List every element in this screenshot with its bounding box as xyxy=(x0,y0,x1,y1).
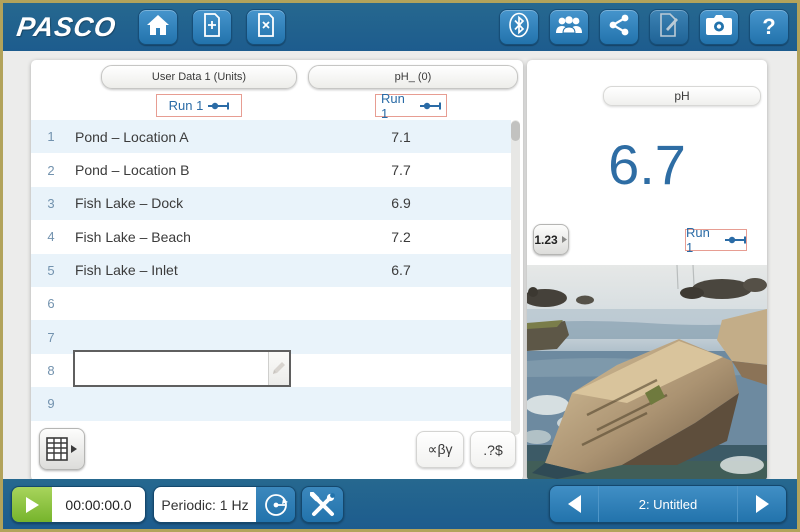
cell-edit-pencil-button[interactable] xyxy=(268,351,289,385)
run-selector-col1[interactable]: Run 1 xyxy=(156,94,242,117)
share-button[interactable] xyxy=(599,9,639,45)
pencil-icon xyxy=(273,362,285,375)
bluetooth-button[interactable] xyxy=(499,9,539,45)
table-row[interactable]: 7 xyxy=(31,320,511,354)
table-display: User Data 1 (Units) pH_ (0) Run 1 Run 1 … xyxy=(31,60,523,481)
digits-display-panel: pH 6.7 1.23 Run 1 xyxy=(527,60,767,481)
row-label: Pond – Location A xyxy=(75,128,189,145)
tools-wrench-icon xyxy=(309,491,335,516)
table-scrollbar xyxy=(511,120,520,435)
run-selector-digits[interactable]: Run 1 xyxy=(685,225,747,255)
experiment-tools-button[interactable] xyxy=(301,486,344,523)
cell-edit-input[interactable] xyxy=(75,351,268,385)
toolbar-left-group xyxy=(138,9,287,45)
lake-photo xyxy=(527,265,767,481)
previous-page-button[interactable] xyxy=(550,486,598,522)
camera-icon xyxy=(705,14,733,41)
record-group: 00:00:00.0 xyxy=(11,486,146,523)
close-page-icon xyxy=(256,12,276,42)
table-row[interactable]: 5 Fish Lake – Inlet 6.7 xyxy=(31,253,511,287)
run-selector-col2[interactable]: Run 1 xyxy=(375,91,447,121)
toolbar-right-group: ? xyxy=(499,9,789,45)
run-plot-icon xyxy=(725,236,746,244)
journal-button[interactable] xyxy=(649,9,689,45)
greek-keyboard-button[interactable]: ∝βγ xyxy=(416,431,464,468)
sampling-options-button[interactable] xyxy=(256,487,295,522)
row-number: 7 xyxy=(47,329,55,345)
share-icon xyxy=(607,13,631,42)
top-toolbar: PASCO xyxy=(3,3,797,51)
expand-arrow-icon xyxy=(71,445,77,453)
column-header-ph[interactable]: pH_ (0) xyxy=(308,65,518,89)
page-title: 2: Untitled xyxy=(598,486,738,522)
run-plot-icon xyxy=(420,102,441,109)
new-page-icon xyxy=(202,12,222,42)
home-icon xyxy=(146,14,170,41)
row-number: 8 xyxy=(47,362,55,378)
home-button[interactable] xyxy=(138,9,179,45)
sampling-group: Periodic: 1 Hz xyxy=(153,486,296,523)
start-button[interactable] xyxy=(12,487,52,522)
table-tools-button[interactable] xyxy=(39,428,85,470)
run-selector-label: Run 1 xyxy=(381,90,405,121)
row-value: 7.7 xyxy=(391,162,411,179)
table-row[interactable]: 9 xyxy=(31,387,511,421)
table-row[interactable]: 6 xyxy=(31,286,511,321)
row-value: 7.2 xyxy=(391,228,411,245)
timer-display: 00:00:00.0 xyxy=(52,487,145,522)
row-number: 9 xyxy=(47,396,55,412)
row-label: Fish Lake – Dock xyxy=(75,195,184,212)
periodic-cycle-icon xyxy=(264,493,288,516)
run-selector-label: Run 1 xyxy=(168,98,204,113)
row-number: 3 xyxy=(47,195,55,211)
table-row[interactable]: 4 Fish Lake – Beach 7.2 xyxy=(31,220,511,254)
table-row[interactable]: 1 Pond – Location A 7.1 xyxy=(31,120,511,154)
pasco-logo: PASCO xyxy=(14,11,119,42)
expand-arrow-icon xyxy=(561,236,567,243)
cell-edit-box xyxy=(73,349,291,387)
measurement-selector[interactable]: pH xyxy=(603,86,761,106)
row-label: Fish Lake – Inlet xyxy=(75,262,178,279)
page-navigation: 2: Untitled xyxy=(549,485,787,523)
next-page-icon xyxy=(755,495,769,513)
row-value: 6.9 xyxy=(391,195,411,212)
bluetooth-icon xyxy=(506,12,532,43)
decimal-places-label: 1.23 xyxy=(534,232,558,247)
help-icon: ? xyxy=(762,14,776,39)
next-page-button[interactable] xyxy=(738,486,786,522)
table-rows: 1 Pond – Location A 7.1 2 Pond – Locatio… xyxy=(31,120,511,421)
column-header-user-data[interactable]: User Data 1 (Units) xyxy=(101,65,297,89)
help-button[interactable]: ? xyxy=(749,9,789,45)
row-number: 2 xyxy=(47,162,55,178)
snapshot-button[interactable] xyxy=(699,9,739,45)
users-icon xyxy=(555,14,583,41)
table-row[interactable]: 8 xyxy=(31,349,511,388)
row-value: 6.7 xyxy=(391,262,411,279)
row-number: 6 xyxy=(47,296,55,312)
close-page-button[interactable] xyxy=(246,9,287,45)
table-scrollbar-thumb[interactable] xyxy=(511,121,520,141)
table-grid-icon xyxy=(46,437,68,461)
run-plot-icon xyxy=(208,102,230,109)
run-selector-label: Run 1 xyxy=(686,225,710,255)
play-icon xyxy=(26,496,39,513)
row-number: 4 xyxy=(47,229,55,245)
decimal-places-button[interactable]: 1.23 xyxy=(533,224,569,255)
status-bar: 00:00:00.0 Periodic: 1 Hz 2: Untitled xyxy=(3,479,797,529)
digits-value: 6.7 xyxy=(608,133,686,196)
row-label: Fish Lake – Beach xyxy=(75,228,191,245)
new-page-button[interactable] xyxy=(192,9,233,45)
shared-session-button[interactable] xyxy=(549,9,589,45)
row-number: 1 xyxy=(47,129,55,145)
row-number: 5 xyxy=(47,262,55,278)
row-label: Pond – Location B xyxy=(75,162,190,179)
table-row[interactable]: 2 Pond – Location B 7.7 xyxy=(31,153,511,187)
table-row[interactable]: 3 Fish Lake – Dock 6.9 xyxy=(31,186,511,221)
row-value: 7.1 xyxy=(391,128,411,145)
symbols-keyboard-button[interactable]: .?$ xyxy=(470,431,516,468)
previous-page-icon xyxy=(567,495,581,513)
sampling-mode-label[interactable]: Periodic: 1 Hz xyxy=(154,487,256,522)
journal-icon xyxy=(658,12,680,43)
